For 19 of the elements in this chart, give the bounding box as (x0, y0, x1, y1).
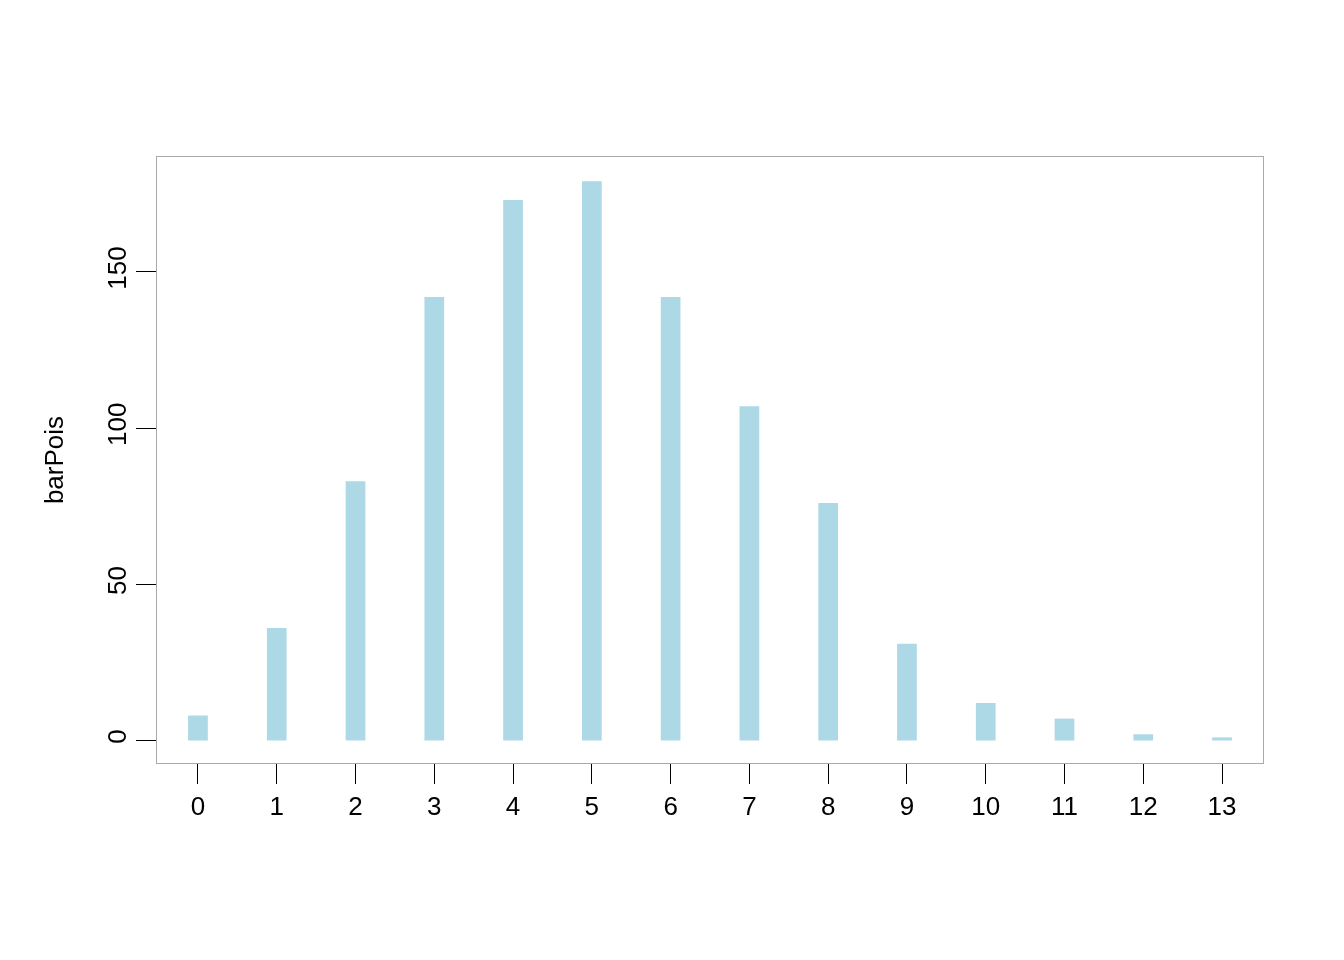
y-tick-label: 150 (101, 246, 132, 290)
y-tick-label: 0 (101, 729, 132, 744)
x-tick-label: 7 (742, 791, 757, 822)
x-tick-label: 8 (820, 791, 836, 822)
y-tick-label: 100 (101, 402, 132, 446)
x-tick-label: 10 (971, 791, 1001, 822)
y-axis-title: barPois (39, 415, 69, 505)
x-tick-label: 5 (584, 791, 600, 822)
x-tick-label: 9 (899, 791, 915, 822)
x-tick-label: 1 (269, 791, 284, 822)
x-tick-label: 11 (1050, 791, 1078, 822)
x-tick-label: 6 (663, 791, 678, 822)
x-tick-label: 4 (505, 791, 521, 822)
x-tick-label: 0 (190, 791, 206, 822)
x-tick-label: 12 (1128, 791, 1158, 822)
x-tick-label: 2 (348, 791, 363, 822)
y-tick-label: 50 (101, 565, 132, 595)
x-tick-label: 3 (427, 791, 442, 822)
x-tick-label: 13 (1207, 791, 1237, 822)
